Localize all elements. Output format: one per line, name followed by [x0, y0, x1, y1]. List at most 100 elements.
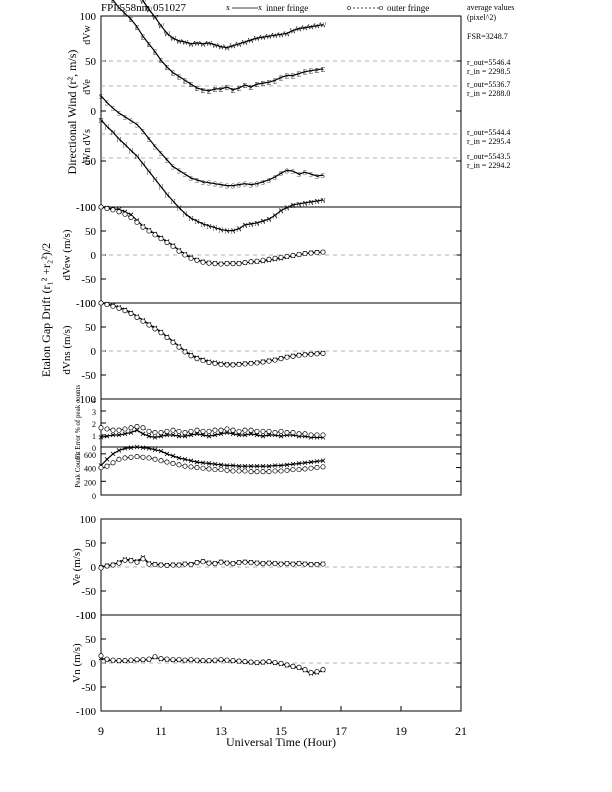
- point-outer: [152, 326, 158, 332]
- gap-title: Etalon Gap Drift (r₁² +r₂²)/2: [39, 243, 53, 377]
- series-line-0: [100, 429, 323, 439]
- point-inner: [128, 445, 134, 450]
- point-inner: [200, 460, 206, 466]
- point-outer: [206, 359, 212, 366]
- point-outer: [188, 255, 194, 261]
- point-outer: [200, 358, 206, 364]
- series-line-0: [100, 302, 324, 366]
- dir-wind-title: Directional Wind (r², m/s): [65, 50, 79, 175]
- x-tick-label: 9: [98, 724, 104, 738]
- point-outer: [320, 432, 326, 438]
- point-w: W: [200, 41, 207, 49]
- point-outer: [308, 250, 314, 256]
- point-outer: [296, 561, 302, 567]
- point-outer: [266, 469, 272, 475]
- point-n: N: [200, 221, 205, 229]
- point-e: E: [297, 71, 301, 79]
- point-n: N: [194, 218, 199, 226]
- point-inner: [224, 463, 230, 468]
- point-e: E: [135, 24, 139, 32]
- point-inner: [146, 433, 152, 439]
- point-s: S: [261, 179, 265, 187]
- point-outer: [302, 561, 308, 567]
- point-outer: [122, 455, 128, 461]
- point-inner: [248, 463, 254, 469]
- point-outer: [272, 561, 278, 567]
- point-e: E: [213, 86, 217, 94]
- point-n: N: [212, 225, 217, 233]
- point-inner: [176, 455, 182, 461]
- point-s: S: [177, 167, 181, 175]
- point-e: E: [171, 70, 175, 78]
- y-axis-titles: Directional Wind (r², m/s) dVw dVe dVn d…: [39, 25, 93, 683]
- y-tick-label: 4: [92, 396, 96, 405]
- point-w: W: [278, 31, 285, 39]
- point-outer: [104, 563, 110, 569]
- point-outer: [206, 260, 212, 266]
- point-outer: [278, 561, 284, 567]
- point-outer: [272, 430, 278, 436]
- point-s: S: [237, 182, 241, 190]
- group-3-rout: r_out=5543.5: [467, 152, 510, 161]
- point-e: E: [177, 73, 181, 81]
- point-outer: [242, 427, 248, 433]
- point-inner: [170, 432, 176, 438]
- point-outer: [230, 427, 236, 433]
- point-s: S: [225, 183, 229, 191]
- point-outer: [260, 659, 266, 665]
- point-s: S: [231, 183, 235, 191]
- panel-1: 100 50 0 -50 -100: [76, 202, 462, 310]
- point-outer: [200, 259, 206, 265]
- point-inner: [158, 448, 164, 454]
- point-n: N: [146, 168, 151, 176]
- point-outer: [146, 428, 152, 434]
- point-inner: [146, 446, 152, 451]
- point-outer: [200, 658, 206, 664]
- point-outer: [152, 654, 158, 660]
- point-outer: [110, 207, 116, 213]
- group-2-rout: r_out=5544.4: [467, 128, 510, 137]
- point-n: N: [206, 223, 211, 231]
- point-inner: [128, 430, 134, 435]
- point-outer: [104, 205, 110, 211]
- point-outer: [170, 427, 176, 433]
- y-tick-label: 400: [84, 465, 96, 474]
- point-inner: [140, 431, 146, 437]
- point-n: N: [320, 197, 325, 205]
- point-outer: [122, 211, 128, 217]
- point-outer: [164, 335, 170, 341]
- point-outer: [152, 430, 158, 436]
- point-inner: [104, 433, 110, 439]
- dvew-label: dVew (m/s): [61, 229, 73, 280]
- y-tick-label: -50: [81, 370, 96, 382]
- point-outer: [224, 467, 230, 473]
- point-outer: [266, 659, 272, 665]
- point-inner: [98, 435, 104, 440]
- y-tick-label: 0: [91, 562, 97, 574]
- point-s: S: [249, 182, 253, 190]
- y-tick-label: -100: [76, 394, 97, 406]
- point-outer: [188, 562, 194, 568]
- panel-3: 4 3 2 1 0: [92, 396, 462, 453]
- point-outer: [302, 251, 308, 257]
- point-outer: [290, 561, 296, 567]
- point-outer: [134, 657, 140, 663]
- point-n: N: [290, 202, 295, 210]
- point-inner: [260, 463, 266, 469]
- point-outer: [188, 657, 194, 663]
- y-tick-label: 50: [85, 538, 97, 550]
- panel-4: 600 400 200 0: [84, 444, 462, 501]
- point-outer: [212, 261, 218, 267]
- point-outer: [284, 430, 290, 436]
- point-inner: [200, 432, 206, 438]
- point-s: S: [207, 180, 211, 188]
- point-s: S: [267, 177, 271, 185]
- point-outer: [284, 662, 290, 668]
- series-line-0: [141, 0, 324, 49]
- point-outer: [194, 560, 200, 566]
- dvw-label: dVw: [82, 25, 93, 45]
- point-outer: [122, 426, 128, 432]
- point-outer: [308, 670, 314, 676]
- point-e: E: [189, 81, 193, 89]
- point-outer: [152, 456, 158, 462]
